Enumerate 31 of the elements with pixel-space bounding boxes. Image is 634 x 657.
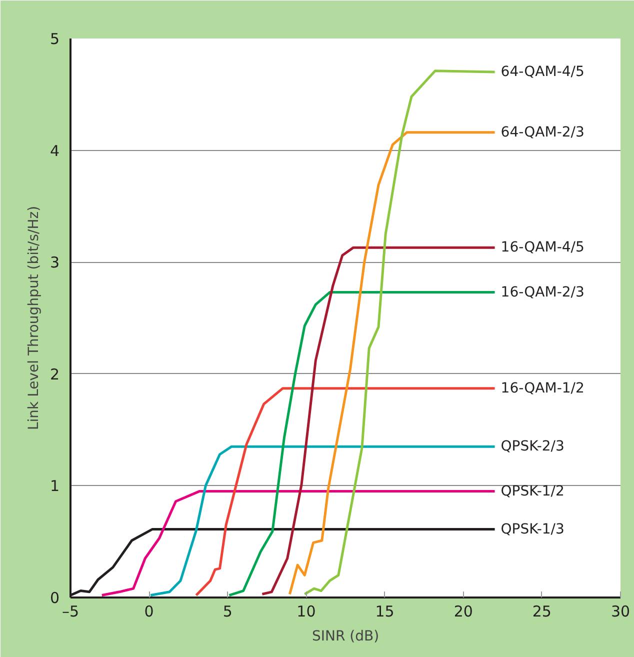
x-tick-label: 15 — [375, 602, 394, 620]
y-tick-label: 0 — [50, 589, 60, 607]
line-series — [194, 387, 496, 597]
x-tick-label: 10 — [296, 602, 316, 620]
x-tick-label: 0 — [144, 602, 154, 620]
series-label: QPSK-2/3 — [500, 438, 564, 455]
y-tick-label: 2 — [50, 365, 60, 384]
x-axis-title: SINR (dB) — [312, 628, 380, 644]
series-label: QPSK-1/2 — [500, 483, 564, 500]
x-tick-label: 20 — [454, 602, 473, 620]
line-series — [228, 291, 496, 597]
line-series — [288, 131, 496, 596]
y-tick-label: 5 — [50, 30, 60, 48]
y-tick-label: 1 — [50, 477, 60, 496]
line-series — [303, 70, 496, 596]
y-axis-title: Link Level Throughput (bit/s/Hz) — [26, 206, 42, 430]
series-label: 64-QAM-4/5 — [500, 64, 584, 80]
series-label: 16-QAM-1/2 — [500, 380, 584, 396]
series-label: QPSK-1/3 — [500, 521, 564, 538]
series-label: 64-QAM-2/3 — [500, 124, 584, 140]
line-series — [260, 246, 496, 596]
y-tick-label: 4 — [50, 142, 60, 160]
y-tick-label: 3 — [50, 254, 60, 272]
line-series — [149, 445, 496, 597]
series-label: 16-QAM-4/5 — [500, 240, 584, 256]
series-label: 16-QAM-2/3 — [500, 284, 584, 300]
x-tick-label: 5 — [222, 602, 232, 620]
x-tick-label: 25 — [532, 602, 552, 620]
line-series — [100, 490, 496, 597]
x-tick-label: –5 — [62, 602, 80, 620]
x-tick-label: 30 — [610, 602, 630, 620]
